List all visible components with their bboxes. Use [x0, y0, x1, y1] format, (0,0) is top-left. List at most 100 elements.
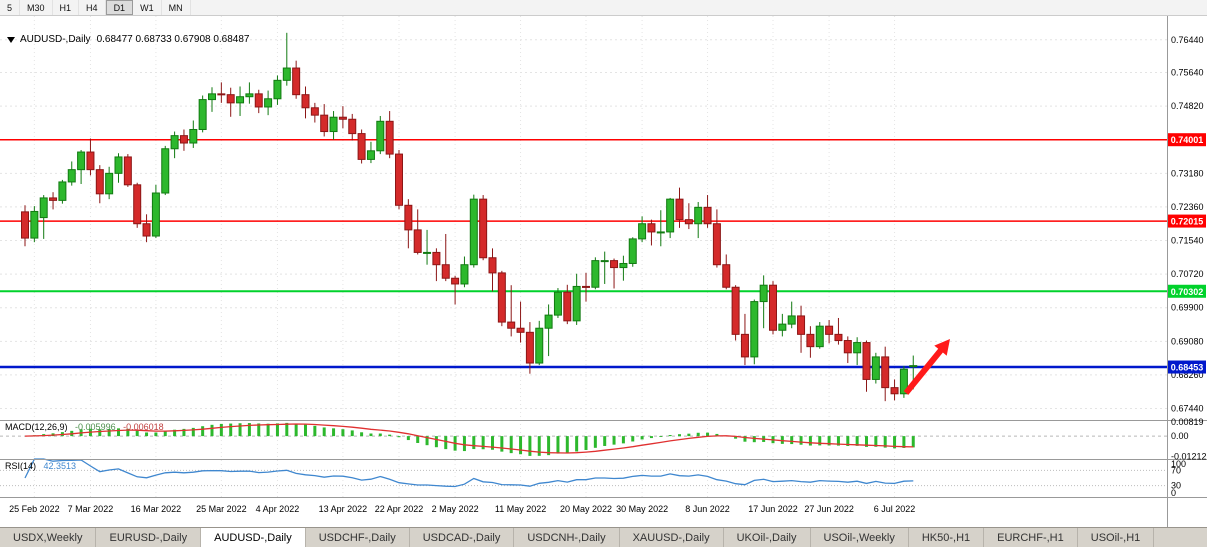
candle-body [208, 93, 216, 101]
candle-body [881, 356, 890, 389]
candle-body [366, 150, 375, 160]
tab-eurusd-daily[interactable]: EURUSD-,Daily [96, 528, 202, 547]
candle-body [525, 331, 534, 364]
candle-body [217, 93, 226, 96]
candle-body [348, 118, 357, 135]
date-tick-label: 25 Mar 2022 [196, 504, 247, 514]
rsi-value: 42.3513 [43, 461, 77, 471]
tab-ukoil-daily[interactable]: UKOil-,Daily [724, 528, 811, 547]
candle-body [684, 219, 693, 225]
rsi-axis-label: 30 [1171, 481, 1181, 491]
candle-body [282, 67, 291, 81]
tab-audusd-daily[interactable]: AUDUSD-,Daily [201, 528, 306, 547]
candle-body [105, 172, 114, 195]
tab-usdcad-daily[interactable]: USDCAD-,Daily [410, 528, 515, 547]
candle-body [582, 285, 590, 288]
date-tick-label: 17 Jun 2022 [748, 504, 798, 514]
candle-body [787, 315, 796, 325]
candle-body [198, 99, 207, 130]
candle-body [161, 148, 170, 194]
rsi-line [24, 458, 914, 488]
candle-body [507, 321, 516, 329]
timeframe-button-m30[interactable]: M30 [20, 0, 53, 15]
price-tick-label: 0.68260 [1171, 370, 1204, 380]
tab-eurchf-h1[interactable]: EURCHF-,H1 [984, 528, 1078, 547]
candle-body [890, 387, 899, 395]
date-tick-label: 2 May 2022 [432, 504, 479, 514]
candle-body [441, 264, 450, 279]
timeframe-button-w1[interactable]: W1 [133, 0, 162, 15]
macd-signal-value: -0.006018 [123, 422, 164, 432]
tab-xauusd-daily[interactable]: XAUUSD-,Daily [620, 528, 724, 547]
tab-hk50-h1[interactable]: HK50-,H1 [909, 528, 985, 547]
timeframe-toolbar: 5 M30 H1 H4 D1 W1 MN [0, 0, 1207, 16]
date-tick-label: 8 Jun 2022 [685, 504, 730, 514]
candle-body [722, 264, 731, 288]
candle-body [834, 333, 843, 342]
date-tick-label: 22 Apr 2022 [375, 504, 424, 514]
candle-body [675, 198, 684, 221]
candle-body [67, 169, 76, 183]
date-tick-label: 30 May 2022 [616, 504, 668, 514]
candle-body [413, 229, 422, 253]
price-tick-label: 0.71540 [1171, 236, 1204, 246]
candle-body [825, 325, 834, 335]
candle-body [535, 327, 544, 364]
rsi-axis-label: 0 [1171, 488, 1176, 498]
date-tick-label: 7 Mar 2022 [68, 504, 114, 514]
timeframe-button-mn[interactable]: MN [162, 0, 191, 15]
macd-main-value: -0.005996 [75, 422, 116, 432]
candle-body [600, 260, 609, 263]
candle-body [86, 151, 95, 171]
trend-arrow[interactable] [903, 339, 950, 395]
price-tick-label: 0.76440 [1171, 35, 1204, 45]
candle-body [39, 197, 48, 219]
timeframe-button-d1[interactable]: D1 [105, 0, 134, 15]
candle-body [357, 133, 366, 160]
candle-body [245, 93, 254, 98]
candle-body [666, 198, 675, 233]
timeframe-button-h1[interactable]: H1 [53, 0, 80, 15]
candle-body [142, 223, 151, 237]
tab-usdx-weekly[interactable]: USDX,Weekly [0, 528, 97, 547]
tab-usoil-h1[interactable]: USOil-,H1 [1078, 528, 1155, 547]
date-tick-label: 16 Mar 2022 [131, 504, 182, 514]
candle-body [264, 98, 273, 108]
tab-usoil-weekly[interactable]: USOil-,Weekly [811, 528, 909, 547]
candle-body [292, 67, 301, 96]
date-tick-label: 4 Apr 2022 [256, 504, 300, 514]
candle-body [703, 206, 712, 225]
timeframe-button-h4[interactable]: H4 [79, 0, 106, 15]
rsi-axis-label: 100 [1171, 459, 1186, 469]
candle-body [385, 120, 394, 155]
price-tick-label: 0.69080 [1171, 336, 1204, 346]
rsi-axis-label: 70 [1171, 465, 1181, 475]
candle-body [647, 223, 656, 233]
candle-body [133, 184, 142, 225]
candle-body [114, 156, 123, 174]
candle-body [694, 206, 703, 225]
candle-body [479, 198, 488, 259]
candle-body [179, 135, 188, 144]
macd-name: MACD(12,26,9) [5, 422, 68, 432]
candle-body [423, 251, 432, 254]
price-tick-label: 0.70720 [1171, 269, 1204, 279]
tab-usdcnh-daily[interactable]: USDCNH-,Daily [514, 528, 620, 547]
price-badge-label: 0.72015 [1171, 217, 1204, 227]
candle-body [628, 238, 637, 264]
candle-body [750, 301, 759, 358]
candle-body [460, 264, 469, 285]
chart-marker-icon [7, 36, 15, 43]
candle-body [497, 272, 506, 323]
price-tick-label: 0.74820 [1171, 101, 1204, 111]
tab-usdchf-daily[interactable]: USDCHF-,Daily [306, 528, 410, 547]
candle-body [712, 223, 721, 266]
candle-body [778, 323, 787, 331]
macd-indicator-label: MACD(12,26,9) -0.005996 -0.006018 [5, 422, 169, 432]
price-badge [1168, 133, 1206, 147]
timeframe-button-5[interactable]: 5 [0, 0, 21, 15]
chart-tabs-bar: USDX,Weekly EURUSD-,Daily AUDUSD-,Daily USD… [0, 527, 1207, 547]
candle-body [320, 114, 329, 133]
